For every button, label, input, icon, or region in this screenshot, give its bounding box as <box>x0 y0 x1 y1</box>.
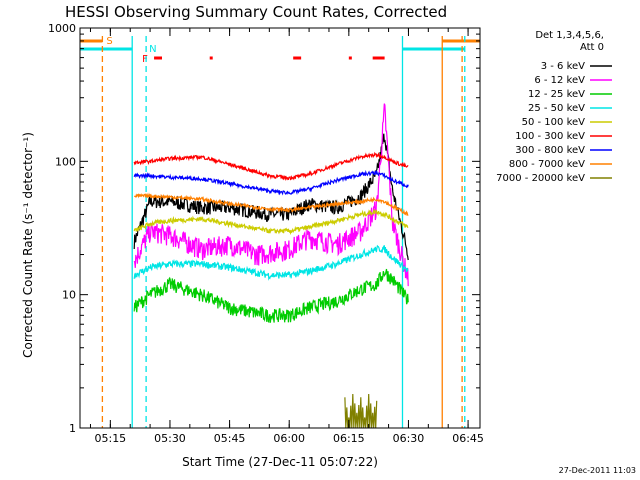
series-line-6 <box>133 169 409 196</box>
series-line-5 <box>133 151 409 182</box>
legend-header-line-1: Det 1,3,4,5,6, <box>535 30 604 41</box>
series-line-7 <box>133 192 409 217</box>
x-tick-label-6: 06:45 <box>452 432 484 445</box>
x-tick-label-2: 05:45 <box>214 432 246 445</box>
y-axis-label: Corrected Count Rate (s⁻¹ detector⁻¹) <box>21 132 35 358</box>
series-line-1 <box>133 103 409 287</box>
series-line-4 <box>133 208 409 236</box>
flag-label-n: N <box>149 44 156 55</box>
legend-label-0: 3 - 6 keV <box>541 61 585 72</box>
y-tick-label-0: 1 <box>69 422 76 435</box>
legend-header-line-2: Att 0 <box>580 42 604 53</box>
plot-frame <box>79 27 481 429</box>
legend: Det 1,3,4,5,6, Att 0 3 - 6 keV 6 - 12 keV… <box>496 30 612 184</box>
x-tick-label-1: 05:30 <box>154 432 186 445</box>
legend-label-6: 300 - 800 keV <box>515 145 585 156</box>
series-line-2 <box>133 268 409 324</box>
y-tick-label-3: 1000 <box>48 22 76 35</box>
generation-timestamp: 27-Dec-2011 11:03 <box>559 466 636 475</box>
legend-label-3: 25 - 50 keV <box>528 103 585 114</box>
series-line-8 <box>344 393 378 429</box>
x-axis-label: Start Time (27-Dec-11 05:07:22) <box>182 455 378 469</box>
series-line-0 <box>133 133 409 261</box>
x-tick-label-5: 06:30 <box>393 432 425 445</box>
legend-label-7: 800 - 7000 keV <box>509 159 585 170</box>
y-tick-label-1: 10 <box>62 289 76 302</box>
legend-label-4: 50 - 100 keV <box>522 117 586 128</box>
axis-ticks: 05:15 05:30 05:45 06:00 06:15 06:30 06:45 1 10 10… <box>48 22 484 445</box>
y-tick-label-2: 100 <box>55 155 76 168</box>
series-layer <box>133 103 409 429</box>
legend-label-2: 12 - 25 keV <box>528 89 585 100</box>
x-tick-label-4: 06:15 <box>333 432 365 445</box>
flag-label-f: F <box>142 54 148 65</box>
chart-title: HESSI Observing Summary Count Rates, Cor… <box>65 3 447 21</box>
legend-label-1: 6 - 12 keV <box>534 75 585 86</box>
legend-label-5: 100 - 300 keV <box>515 131 585 142</box>
series-line-3 <box>133 244 409 281</box>
x-tick-label-0: 05:15 <box>94 432 126 445</box>
x-tick-label-3: 06:00 <box>273 432 305 445</box>
legend-label-8: 7000 - 20000 keV <box>496 173 585 184</box>
flag-label-s: S <box>106 36 112 47</box>
